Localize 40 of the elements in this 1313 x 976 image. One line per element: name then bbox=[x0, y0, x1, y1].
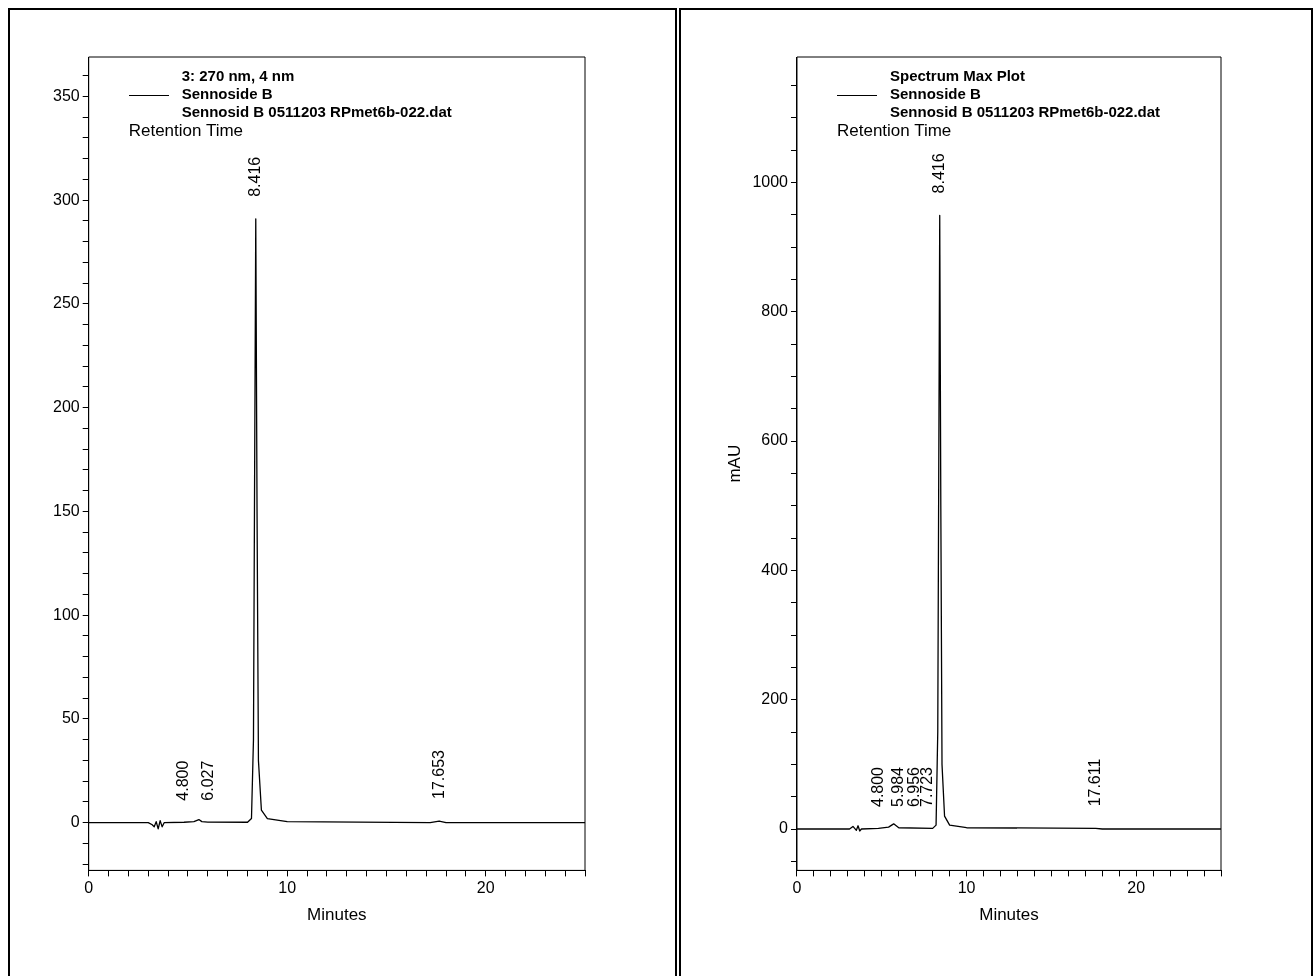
annotation: 17.653 bbox=[429, 749, 447, 800]
y-tick-label: 200 bbox=[52, 398, 80, 416]
annotation: Retention Time bbox=[128, 121, 245, 140]
annotation: 8.416 bbox=[930, 153, 948, 194]
y-axis-title: mAU bbox=[724, 444, 744, 483]
annotation: 4.800 bbox=[868, 766, 886, 808]
annotation: Sennosid B 0511203 RPmet6b-022.dat bbox=[889, 103, 1161, 121]
legend-title: 3: 270 nm, 4 nm bbox=[180, 67, 296, 85]
x-tick-label: 0 bbox=[84, 879, 94, 897]
x-tick-label: 20 bbox=[476, 879, 495, 897]
x-tick-label: 10 bbox=[957, 879, 976, 897]
annotation: 4.800 bbox=[174, 760, 192, 801]
y-tick-label: 400 bbox=[761, 560, 789, 578]
y-tick-label: 0 bbox=[779, 819, 789, 837]
x-tick-label: 20 bbox=[1127, 879, 1146, 897]
y-tick-label: 250 bbox=[52, 294, 80, 312]
annotation: 6.027 bbox=[198, 760, 216, 801]
y-tick-label: 300 bbox=[52, 190, 80, 208]
y-tick-label: 0 bbox=[70, 813, 80, 831]
annotation: Sennosid B 0511203 RPmet6b-022.dat bbox=[180, 103, 452, 121]
annotation: Retention Time bbox=[836, 121, 953, 140]
y-tick-label: 150 bbox=[52, 501, 80, 519]
y-tick-label: 200 bbox=[761, 690, 789, 708]
y-tick-label: 50 bbox=[61, 709, 80, 727]
annotation: 7.723 bbox=[918, 766, 936, 808]
legend-label: Sennoside B bbox=[889, 85, 982, 103]
legend-title: Spectrum Max Plot bbox=[889, 67, 1026, 85]
y-tick-label: 1000 bbox=[752, 172, 789, 190]
annotation: 5.984 bbox=[888, 766, 906, 808]
y-tick-label: 100 bbox=[52, 605, 80, 623]
x-axis-title: Minutes bbox=[307, 905, 367, 925]
y-tick-label: 600 bbox=[761, 431, 789, 449]
annotation: 17.611 bbox=[1086, 758, 1104, 807]
x-tick-label: 0 bbox=[792, 879, 802, 897]
annotation: 8.416 bbox=[246, 156, 264, 197]
x-axis-title: Minutes bbox=[979, 905, 1039, 925]
y-tick-label: 350 bbox=[52, 86, 80, 104]
legend-label: Sennoside B bbox=[180, 85, 274, 103]
x-tick-label: 10 bbox=[278, 879, 297, 897]
y-tick-label: 800 bbox=[761, 302, 789, 320]
